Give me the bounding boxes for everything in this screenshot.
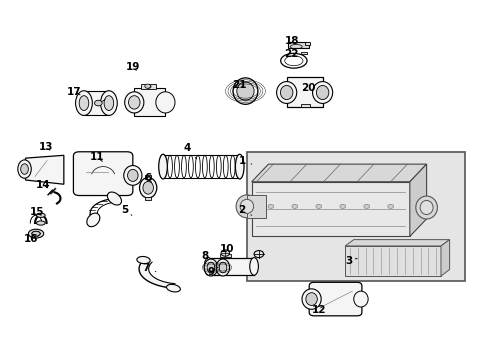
Ellipse shape <box>128 96 140 109</box>
Ellipse shape <box>123 166 142 185</box>
Ellipse shape <box>232 78 257 104</box>
Text: 11: 11 <box>89 152 104 162</box>
Text: 8: 8 <box>201 251 208 261</box>
Bar <box>145 175 151 179</box>
Ellipse shape <box>124 92 143 113</box>
Polygon shape <box>345 240 448 246</box>
Bar <box>134 88 165 117</box>
Ellipse shape <box>236 82 254 100</box>
Ellipse shape <box>159 154 167 179</box>
Ellipse shape <box>20 164 28 174</box>
Text: 21: 21 <box>232 80 246 90</box>
Ellipse shape <box>353 291 367 307</box>
Ellipse shape <box>146 85 151 88</box>
Ellipse shape <box>219 262 226 273</box>
Ellipse shape <box>419 201 432 215</box>
Ellipse shape <box>204 258 212 275</box>
Text: 22: 22 <box>283 49 298 59</box>
Ellipse shape <box>104 96 113 111</box>
Polygon shape <box>139 260 175 288</box>
Text: 15: 15 <box>30 207 44 217</box>
Text: 5: 5 <box>121 205 132 215</box>
Circle shape <box>94 100 102 106</box>
Ellipse shape <box>107 192 121 205</box>
FancyBboxPatch shape <box>73 152 133 195</box>
Ellipse shape <box>249 258 258 275</box>
Ellipse shape <box>32 231 41 236</box>
Text: 20: 20 <box>301 82 315 93</box>
Text: 17: 17 <box>67 87 81 97</box>
Text: 18: 18 <box>285 36 299 46</box>
Circle shape <box>291 204 297 208</box>
Ellipse shape <box>235 154 244 179</box>
Text: 7: 7 <box>142 263 156 273</box>
Bar <box>251 182 409 237</box>
Bar <box>208 258 254 275</box>
Text: 16: 16 <box>24 234 39 244</box>
Ellipse shape <box>166 284 180 292</box>
Polygon shape <box>409 164 426 237</box>
Ellipse shape <box>139 177 157 198</box>
Ellipse shape <box>142 181 153 194</box>
Circle shape <box>144 84 150 88</box>
Ellipse shape <box>280 85 292 100</box>
Bar <box>301 104 309 107</box>
Text: 9: 9 <box>207 267 218 277</box>
Ellipse shape <box>76 91 92 116</box>
Bar <box>219 255 231 257</box>
Ellipse shape <box>37 213 45 217</box>
Ellipse shape <box>240 199 253 213</box>
Ellipse shape <box>101 91 117 116</box>
Bar <box>246 195 265 218</box>
Bar <box>141 84 156 89</box>
Ellipse shape <box>28 229 43 238</box>
Bar <box>84 91 109 116</box>
Ellipse shape <box>316 85 328 100</box>
Text: 13: 13 <box>38 142 53 152</box>
Ellipse shape <box>137 256 150 264</box>
Text: 10: 10 <box>219 244 234 254</box>
FancyBboxPatch shape <box>308 282 361 316</box>
Text: 19: 19 <box>126 62 140 72</box>
Text: 6: 6 <box>144 173 151 183</box>
Bar <box>286 77 322 107</box>
Ellipse shape <box>204 259 217 276</box>
Polygon shape <box>251 164 426 182</box>
Text: 3: 3 <box>345 256 356 266</box>
Circle shape <box>387 204 393 208</box>
Ellipse shape <box>127 170 138 181</box>
Ellipse shape <box>18 160 31 178</box>
Circle shape <box>363 204 369 208</box>
Bar <box>301 51 306 54</box>
Ellipse shape <box>305 293 317 305</box>
Bar <box>246 152 464 280</box>
Ellipse shape <box>207 262 214 273</box>
Circle shape <box>254 251 263 258</box>
Ellipse shape <box>276 82 296 103</box>
Text: 1: 1 <box>238 156 251 166</box>
Bar <box>145 197 151 201</box>
Ellipse shape <box>216 259 229 276</box>
Ellipse shape <box>302 289 321 309</box>
Ellipse shape <box>87 213 100 227</box>
Ellipse shape <box>79 96 88 111</box>
Bar <box>345 246 440 276</box>
Polygon shape <box>440 240 448 276</box>
Ellipse shape <box>312 82 332 103</box>
Polygon shape <box>25 155 64 184</box>
Ellipse shape <box>415 196 436 219</box>
Circle shape <box>315 204 321 208</box>
Ellipse shape <box>37 221 45 225</box>
Text: 4: 4 <box>183 143 196 159</box>
Bar <box>304 42 309 45</box>
Text: 12: 12 <box>311 305 325 315</box>
Circle shape <box>339 204 345 208</box>
Text: 2: 2 <box>238 205 251 215</box>
Text: 14: 14 <box>36 180 50 190</box>
Ellipse shape <box>156 92 175 113</box>
Circle shape <box>221 250 229 256</box>
Circle shape <box>267 204 273 208</box>
Ellipse shape <box>236 195 257 218</box>
Bar <box>287 42 308 48</box>
